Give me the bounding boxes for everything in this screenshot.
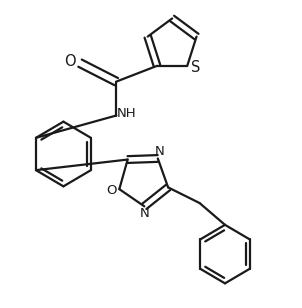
Text: N: N xyxy=(154,145,164,158)
Text: S: S xyxy=(191,60,200,75)
Text: NH: NH xyxy=(117,107,137,120)
Text: O: O xyxy=(107,184,117,197)
Text: O: O xyxy=(64,54,76,69)
Text: N: N xyxy=(140,207,149,220)
